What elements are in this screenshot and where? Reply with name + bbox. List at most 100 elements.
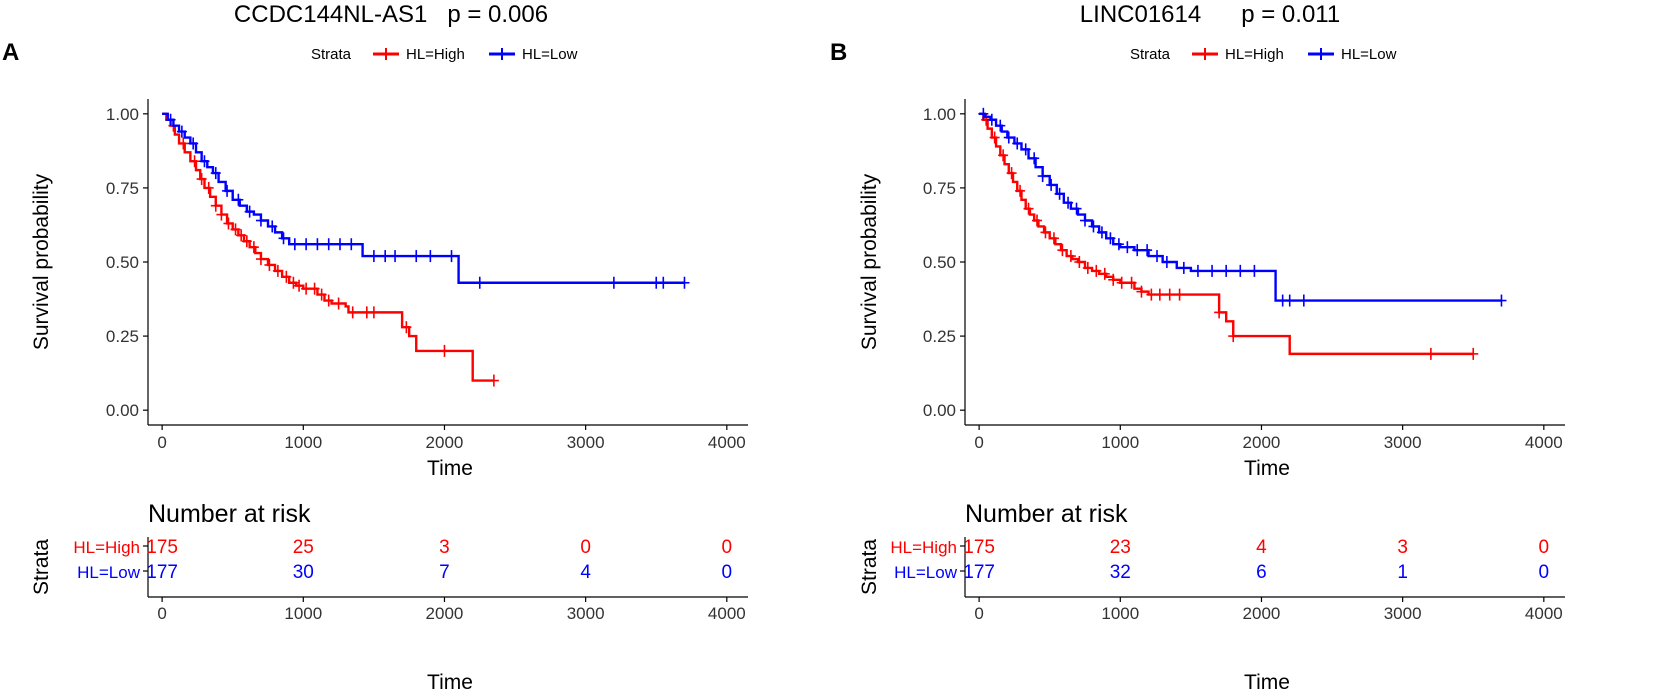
censor-mark — [178, 137, 189, 150]
risk-table-title: Number at risk — [148, 500, 311, 528]
risk-count: 177 — [146, 562, 178, 583]
censor-mark — [1178, 261, 1189, 274]
y-tick-label: 1.00 — [106, 105, 139, 124]
censor-mark — [248, 241, 259, 254]
x-axis-label: Time — [1244, 457, 1290, 480]
censor-mark — [294, 279, 305, 292]
legend-key-low: HL=Low — [489, 46, 578, 63]
risk-x-tick-label: 1000 — [284, 604, 322, 623]
censor-mark — [1023, 202, 1034, 215]
censor-mark — [1132, 244, 1143, 257]
censor-mark — [608, 276, 619, 289]
legend-entry-label: HL=High — [406, 46, 465, 63]
y-tick-label: 0.00 — [923, 401, 956, 420]
censor-mark — [1468, 347, 1479, 360]
panel-label: B — [830, 39, 847, 66]
censor-mark — [439, 344, 450, 357]
censor-mark — [401, 321, 412, 334]
risk-count: 0 — [1539, 537, 1550, 558]
censor-mark — [1037, 170, 1048, 183]
y-tick-label: 0.75 — [923, 179, 956, 198]
censor-mark — [1116, 276, 1127, 289]
censor-mark — [1146, 288, 1157, 301]
censor-mark — [281, 270, 292, 283]
censor-mark — [196, 173, 207, 186]
censor-mark — [255, 214, 266, 227]
censor-mark — [1207, 264, 1218, 277]
censor-mark — [1029, 152, 1040, 165]
x-tick-label: 1000 — [284, 433, 322, 452]
censor-mark — [1074, 256, 1085, 268]
censor-mark — [1142, 244, 1153, 257]
risk-x-tick-label: 4000 — [708, 604, 746, 623]
y-tick-label: 0.00 — [106, 401, 139, 420]
risk-x-tick-label: 0 — [974, 604, 983, 623]
censor-mark — [1015, 184, 1026, 197]
censor-mark — [1122, 241, 1133, 254]
risk-count: 25 — [293, 537, 314, 558]
y-tick-label: 0.50 — [923, 253, 956, 272]
censor-mark — [368, 250, 379, 263]
survival-curve — [979, 112, 1502, 302]
censor-mark — [278, 232, 289, 245]
risk-count: 4 — [1256, 537, 1267, 558]
censor-mark — [1020, 143, 1031, 156]
x-tick-label: 2000 — [426, 433, 464, 452]
censor-mark — [199, 155, 210, 168]
risk-x-tick-label: 2000 — [426, 604, 464, 623]
censor-mark — [1096, 226, 1107, 239]
censor-mark — [203, 181, 214, 194]
censor-mark — [368, 306, 379, 319]
censor-mark — [1249, 264, 1260, 277]
censor-mark — [230, 223, 241, 236]
censor-mark — [188, 137, 199, 150]
censor-mark — [289, 238, 300, 251]
legend-title: Strata — [311, 46, 352, 63]
censor-mark — [301, 282, 312, 295]
censor-mark — [1046, 178, 1057, 191]
x-tick-label: 0 — [974, 433, 983, 452]
censor-mark — [1003, 131, 1014, 144]
legend: Strata HL=High HL=Low — [1130, 46, 1397, 63]
x-tick-label: 1000 — [1101, 433, 1139, 452]
censor-mark — [1057, 244, 1068, 257]
legend-key-high: HL=High — [1192, 46, 1284, 63]
censor-mark — [1091, 264, 1102, 277]
risk-x-axis-label: Time — [427, 671, 473, 693]
legend-entry-label: HL=Low — [1341, 46, 1397, 63]
censor-mark — [244, 205, 255, 218]
legend-entry-label: HL=High — [1225, 46, 1284, 63]
censor-mark — [978, 107, 989, 120]
censor-mark — [264, 258, 275, 271]
censor-mark — [998, 149, 1009, 162]
censor-mark — [1113, 238, 1124, 251]
censor-mark — [1065, 250, 1076, 263]
risk-x-tick-label: 3000 — [567, 604, 605, 623]
legend-key-high: HL=High — [373, 46, 465, 63]
censor-mark — [411, 250, 422, 263]
risk-y-axis-label: Strata — [858, 539, 881, 595]
risk-x-tick-label: 2000 — [1243, 604, 1281, 623]
censor-mark — [1298, 294, 1309, 307]
censor-mark — [312, 238, 323, 251]
risk-count: 175 — [963, 537, 995, 558]
risk-count: 175 — [146, 537, 178, 558]
censor-mark — [425, 250, 436, 263]
censor-mark — [989, 131, 1000, 144]
y-tick-label: 0.25 — [923, 327, 956, 346]
censor-mark — [1192, 264, 1203, 277]
censor-mark — [267, 220, 278, 233]
censor-mark — [1235, 264, 1246, 277]
censor-mark — [1054, 187, 1065, 200]
censor-mark — [446, 250, 457, 263]
risk-count: 1 — [1397, 562, 1408, 583]
risk-count: 177 — [963, 562, 995, 583]
censor-mark — [176, 125, 187, 138]
censor-mark — [255, 253, 266, 266]
legend: Strata HL=High HL=Low — [311, 46, 578, 63]
risk-row-label: HL=High — [73, 538, 140, 557]
risk-table-title: Number at risk — [965, 500, 1128, 528]
x-tick-label: 4000 — [708, 433, 746, 452]
